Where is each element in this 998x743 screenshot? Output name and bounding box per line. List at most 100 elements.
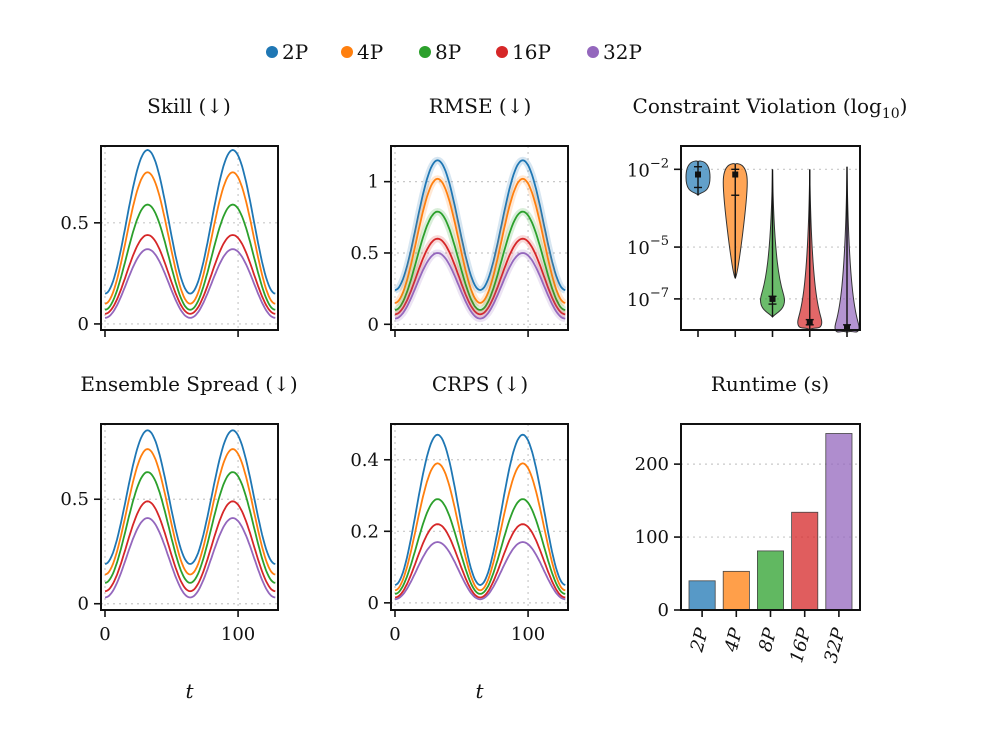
legend-item-32p: 32P — [587, 40, 642, 64]
spread-ytick-label: 0.5 — [60, 489, 89, 510]
spread-series-32p — [104, 517, 276, 599]
skill-title: Skill (↓) — [147, 94, 231, 118]
legend-marker-4p — [341, 46, 353, 58]
crps-series-32p — [394, 541, 566, 601]
violation-median-4p — [732, 171, 739, 178]
legend-item-8p: 8P — [419, 40, 461, 64]
legend-marker-2p — [266, 46, 278, 58]
skill-grid — [101, 146, 278, 330]
rmse-ytick-label: 1 — [368, 172, 379, 193]
crps-ytick-label: 0 — [368, 593, 379, 614]
violation-ytick-label: 10−7 — [627, 286, 669, 311]
skill-ytick-label: 0 — [78, 314, 89, 335]
rmse-series-32p — [394, 252, 566, 320]
violation-median-16p — [806, 319, 813, 326]
runtime-xtick-label-16p: 16P — [786, 625, 816, 665]
legend-item-2p: 2P — [266, 40, 308, 64]
crps-series-2p — [394, 433, 566, 586]
runtime-bar-32p — [825, 433, 853, 611]
violation-title-end: ) — [900, 94, 908, 118]
runtime-xtick-label-8p: 8P — [755, 625, 782, 654]
spread-xlabel: t — [185, 679, 194, 703]
spread-xtick-label: 100 — [221, 624, 255, 645]
spread-xtick-label: 0 — [99, 624, 110, 645]
spread-series-2p — [104, 429, 276, 565]
skill-series-4p — [104, 171, 276, 305]
runtime-bar-8p — [757, 550, 785, 611]
skill-series-2p — [104, 149, 276, 295]
skill-ytick-label: 0.5 — [60, 213, 89, 234]
violation-ytick-label: 10−2 — [627, 156, 669, 181]
rmse-series-4p — [394, 177, 566, 304]
legend-marker-32p — [587, 46, 599, 58]
crps-xtick-label: 100 — [511, 624, 545, 645]
runtime-xtick-label-2p: 2P — [686, 625, 713, 655]
spread-series-4p — [104, 448, 276, 576]
crps-series-4p — [394, 462, 566, 592]
skill-series-32p — [104, 248, 276, 319]
violation-violin-4p — [722, 163, 748, 280]
legend-marker-8p — [419, 46, 431, 58]
runtime-bar-2p — [688, 580, 716, 611]
legend-label-32p: 32P — [603, 40, 642, 64]
violation-median-8p — [769, 295, 776, 302]
runtime-title: Runtime (s) — [711, 372, 829, 396]
legend-label-4p: 4P — [357, 40, 383, 64]
violation-title-sub: 10 — [882, 106, 900, 122]
panel-ensemble-spread: Ensemble Spread (↓) 0 0.5 0 100 t — [60, 372, 297, 703]
rmse-title: RMSE (↓) — [429, 94, 532, 118]
runtime-ytick-label: 0 — [658, 600, 669, 621]
violation-title: Constraint Violation (log10) — [633, 94, 908, 122]
violation-median-2p — [695, 171, 701, 178]
violation-violin-2p — [685, 160, 711, 197]
crps-xlabel: t — [475, 679, 484, 703]
panel-runtime: Runtime (s) 0 100 200 2P 4P 8P 16P 32P — [635, 372, 861, 665]
panel-rmse: RMSE (↓) 0 0.5 1 — [350, 94, 569, 337]
spread-series-16p — [104, 500, 276, 593]
rmse-series-2p — [394, 159, 566, 292]
legend: 2P 4P 8P 16P 32P — [266, 40, 642, 64]
crps-grid — [391, 424, 568, 610]
violation-ytick-label: 10−5 — [627, 234, 669, 259]
violation-violin-16p — [797, 169, 823, 331]
panel-crps: CRPS (↓) 0 0.2 0.4 0 100 t — [350, 372, 569, 703]
skill-frame — [100, 145, 279, 331]
legend-label-8p: 8P — [435, 40, 461, 64]
runtime-bar-4p — [722, 570, 750, 611]
runtime-ytick-label: 200 — [635, 454, 669, 475]
spread-frame — [100, 423, 279, 611]
violation-violin-32p — [834, 166, 860, 334]
runtime-xtick-label-32p: 32P — [820, 625, 850, 665]
crps-frame — [390, 423, 569, 611]
legend-item-16p: 16P — [496, 40, 551, 64]
spread-series-8p — [104, 471, 276, 584]
rmse-ytick-label: 0.5 — [350, 243, 379, 264]
runtime-frame — [680, 423, 861, 611]
legend-marker-16p — [496, 46, 508, 58]
rmse-series-8p — [394, 210, 566, 311]
violation-median-32p — [844, 324, 850, 331]
legend-label-16p: 16P — [512, 40, 551, 64]
crps-series-8p — [394, 498, 566, 595]
crps-ytick-label: 0.4 — [350, 450, 379, 471]
spread-ytick-label: 0 — [78, 594, 89, 615]
violation-frame — [680, 145, 861, 331]
crps-series-16p — [394, 523, 566, 599]
panel-skill: Skill (↓) 0 0.5 — [60, 94, 279, 337]
rmse-ytick-label: 0 — [368, 314, 379, 335]
skill-series-8p — [104, 203, 276, 311]
skill-series-16p — [104, 234, 276, 315]
legend-label-2p: 2P — [282, 40, 308, 64]
rmse-frame — [390, 145, 569, 331]
spread-title: Ensemble Spread (↓) — [80, 372, 297, 396]
runtime-ytick-label: 100 — [635, 527, 669, 548]
panel-constraint-violation: Constraint Violation (log10) 10−2 10−5 10−7 — [627, 94, 908, 337]
crps-ytick-label: 0.2 — [350, 521, 379, 542]
runtime-bar-16p — [791, 511, 819, 611]
rmse-grid — [391, 146, 568, 330]
rmse-series-16p — [394, 237, 566, 316]
violation-violin-8p — [759, 169, 786, 318]
crps-title: CRPS (↓) — [432, 372, 528, 396]
runtime-xtick-label-4p: 4P — [720, 625, 747, 655]
legend-item-4p: 4P — [341, 40, 383, 64]
